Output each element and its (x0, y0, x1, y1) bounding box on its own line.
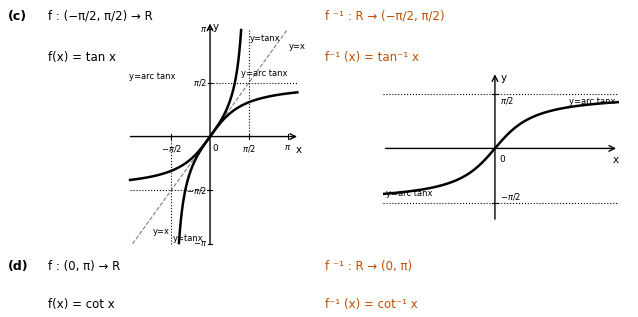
Text: (d): (d) (8, 260, 29, 273)
Text: y: y (500, 73, 507, 82)
Text: f : (−π/2, π/2) → R: f : (−π/2, π/2) → R (48, 10, 152, 23)
Text: $\pi/2$: $\pi/2$ (242, 143, 256, 154)
Text: y=tanx: y=tanx (172, 234, 203, 243)
Text: y=arc tanx: y=arc tanx (129, 72, 175, 81)
Text: y=tanx: y=tanx (250, 34, 281, 43)
Text: $\pi/2$: $\pi/2$ (193, 77, 207, 88)
Text: f(x) = cot x: f(x) = cot x (48, 298, 115, 311)
Text: f(x) = tan x: f(x) = tan x (48, 51, 116, 64)
Text: $-\pi/2$: $-\pi/2$ (500, 191, 521, 202)
Text: y=x: y=x (152, 227, 169, 236)
Text: x: x (295, 145, 302, 155)
Text: y=arc tanx: y=arc tanx (569, 97, 616, 107)
Text: (c): (c) (8, 10, 27, 23)
Text: f ⁻¹ : R → (−π/2, π/2): f ⁻¹ : R → (−π/2, π/2) (325, 10, 445, 23)
Text: f⁻¹ (x) = cot⁻¹ x: f⁻¹ (x) = cot⁻¹ x (325, 298, 418, 311)
Text: x: x (613, 155, 619, 165)
Text: y=arc tanx: y=arc tanx (386, 189, 433, 197)
Text: 0: 0 (212, 144, 218, 153)
Text: $\pi$: $\pi$ (200, 25, 207, 34)
Text: $-\pi/2$: $-\pi/2$ (186, 185, 207, 196)
Text: $-\pi/2$: $-\pi/2$ (161, 143, 182, 154)
Text: y=x: y=x (289, 42, 306, 51)
Text: f ⁻¹ : R → (0, π): f ⁻¹ : R → (0, π) (325, 260, 413, 273)
Text: f⁻¹ (x) = tan⁻¹ x: f⁻¹ (x) = tan⁻¹ x (325, 51, 419, 64)
Text: $-\pi$: $-\pi$ (193, 239, 207, 248)
Text: $\pi/2$: $\pi/2$ (500, 95, 514, 106)
Text: y: y (213, 22, 219, 32)
Text: f : (0, π) → R: f : (0, π) → R (48, 260, 120, 273)
Text: y=arc tanx: y=arc tanx (241, 69, 288, 78)
Text: $\pi$: $\pi$ (284, 143, 291, 152)
Text: 0: 0 (500, 155, 505, 164)
